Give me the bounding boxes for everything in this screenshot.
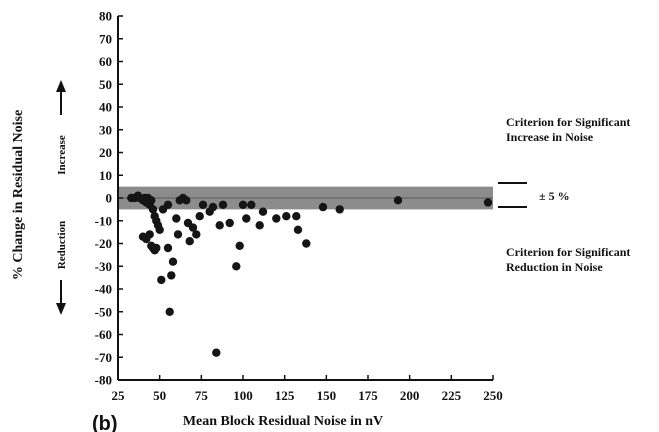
data-point bbox=[258, 207, 268, 216]
data-point bbox=[148, 205, 158, 214]
data-point bbox=[157, 275, 166, 285]
y-tick-label: 60 bbox=[99, 54, 112, 69]
data-point bbox=[247, 200, 256, 209]
data-point bbox=[242, 214, 251, 223]
y-tick-label: 50 bbox=[99, 77, 112, 92]
data-point bbox=[318, 202, 328, 212]
y-tick-label: 20 bbox=[99, 145, 112, 160]
increase-arrow bbox=[56, 80, 66, 115]
y-tick-label: -60 bbox=[95, 327, 112, 342]
x-tick-label: 125 bbox=[275, 388, 295, 403]
data-points-layer bbox=[127, 191, 493, 357]
y-axis-title: % Change in Residual Noise bbox=[11, 110, 26, 280]
y-tick-label: 70 bbox=[99, 31, 112, 46]
data-point bbox=[302, 239, 311, 248]
x-tick-label: 175 bbox=[358, 388, 378, 403]
x-tick-label: 100 bbox=[233, 388, 253, 403]
data-point bbox=[212, 348, 221, 357]
y-tick-label: 10 bbox=[99, 168, 112, 183]
data-point bbox=[185, 237, 194, 246]
data-point bbox=[145, 230, 154, 239]
data-point bbox=[393, 196, 403, 205]
criterion-band-layer bbox=[118, 186, 493, 210]
data-point bbox=[195, 212, 204, 221]
y-tick-label: 40 bbox=[99, 100, 112, 115]
x-tick-label: 75 bbox=[195, 388, 209, 403]
y-tick-label: -30 bbox=[95, 259, 112, 274]
y-tick-label: -80 bbox=[95, 373, 112, 388]
x-tick-label: 250 bbox=[483, 388, 503, 403]
x-tick-label: 225 bbox=[442, 388, 462, 403]
y-tick-label: 0 bbox=[106, 191, 113, 206]
x-tick-label: 200 bbox=[400, 388, 420, 403]
data-point bbox=[147, 196, 156, 205]
svg-text:Criterion for Significant: Criterion for Significant bbox=[506, 245, 630, 259]
data-point bbox=[208, 202, 218, 212]
reduction-label: Reduction bbox=[56, 221, 68, 269]
data-point bbox=[293, 225, 303, 234]
y-tick-label: 30 bbox=[99, 122, 112, 137]
y-tick-label: -40 bbox=[95, 282, 112, 297]
data-point bbox=[155, 225, 164, 234]
data-point bbox=[272, 214, 281, 223]
data-point bbox=[215, 221, 224, 230]
band-label: ± 5 % bbox=[539, 189, 570, 203]
svg-text:Criterion for Significant: Criterion for Significant bbox=[506, 115, 630, 129]
reduction-arrow bbox=[56, 280, 66, 315]
increase-criterion-annotation: Criterion for Significant Increase in No… bbox=[498, 115, 630, 184]
y-tick-label: -10 bbox=[95, 213, 112, 228]
data-point bbox=[292, 212, 301, 221]
data-point bbox=[235, 241, 244, 250]
data-point bbox=[172, 214, 181, 223]
data-point bbox=[173, 230, 183, 239]
svg-text:Reduction in Noise: Reduction in Noise bbox=[506, 260, 603, 274]
svg-text:Increase in Noise: Increase in Noise bbox=[506, 130, 594, 144]
x-tick-label: 150 bbox=[317, 388, 337, 403]
x-tick-label: 25 bbox=[112, 388, 126, 403]
data-point bbox=[192, 230, 201, 239]
data-point bbox=[238, 200, 248, 209]
data-point bbox=[188, 223, 198, 232]
data-point bbox=[218, 200, 228, 209]
data-point bbox=[152, 243, 161, 253]
y-tick-label: -20 bbox=[95, 236, 112, 251]
reduction-criterion-annotation: Criterion for Significant Reduction in N… bbox=[498, 206, 630, 274]
data-point bbox=[163, 200, 173, 209]
data-point bbox=[335, 205, 344, 214]
data-point bbox=[225, 218, 234, 228]
y-tick-label: 80 bbox=[99, 9, 112, 24]
panel-label: (b) bbox=[92, 413, 118, 432]
data-point bbox=[282, 212, 291, 221]
data-point bbox=[163, 243, 173, 253]
data-point bbox=[165, 307, 174, 316]
y-tick-label: -50 bbox=[95, 304, 112, 319]
data-point bbox=[483, 198, 493, 207]
data-point bbox=[198, 200, 208, 209]
data-point bbox=[182, 196, 191, 205]
ticks-layer: 80706050403020100-10-20-30-40-50-60-70-8… bbox=[95, 9, 503, 404]
data-point bbox=[255, 221, 264, 230]
data-point bbox=[232, 262, 241, 271]
x-axis-title: Mean Block Residual Noise in nV bbox=[183, 414, 383, 429]
data-point bbox=[168, 257, 178, 266]
increase-label: Increase bbox=[56, 135, 68, 175]
data-point bbox=[167, 271, 176, 280]
y-tick-label: -70 bbox=[95, 350, 112, 365]
x-tick-label: 50 bbox=[153, 388, 166, 403]
